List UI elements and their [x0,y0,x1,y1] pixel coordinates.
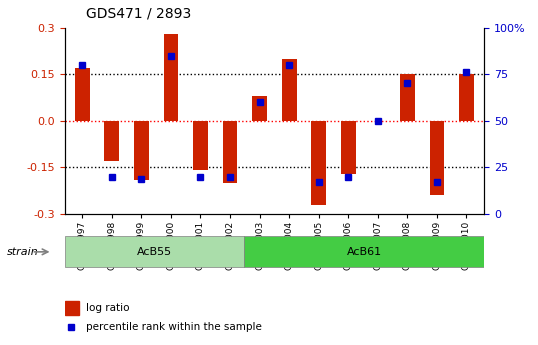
Text: GDS471 / 2893: GDS471 / 2893 [86,7,191,20]
Bar [104,121,119,161]
Text: AcB55: AcB55 [137,247,172,257]
Bar [282,59,296,121]
Text: AcB61: AcB61 [346,247,382,257]
Bar [193,121,208,170]
FancyBboxPatch shape [244,236,484,267]
FancyBboxPatch shape [65,236,244,267]
Bar [459,74,474,121]
Bar [429,121,444,195]
Bar [400,74,415,121]
Text: strain: strain [7,247,39,257]
Bar [223,121,237,183]
Bar [134,121,149,180]
Bar [341,121,356,174]
Bar [252,96,267,121]
Bar [164,34,178,121]
Bar [65,301,79,315]
Text: percentile rank within the sample: percentile rank within the sample [86,322,261,332]
Bar [312,121,326,205]
Bar [75,68,90,121]
Text: log ratio: log ratio [86,303,129,313]
